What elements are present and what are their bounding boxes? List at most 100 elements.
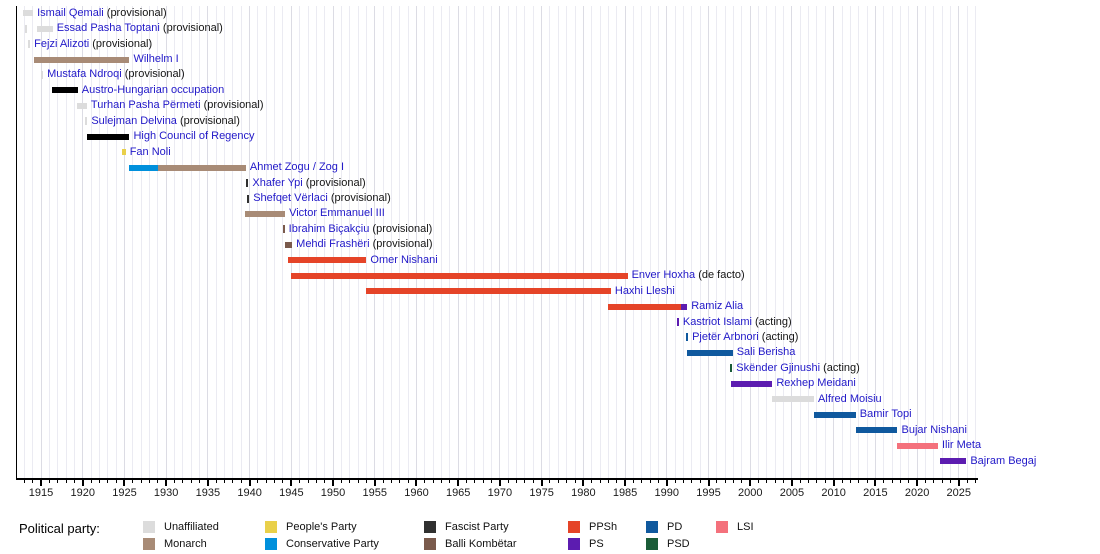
person-name-link[interactable]: Bajram Begaj [970, 454, 1037, 467]
minor-tick [390, 480, 392, 483]
year-gridline [766, 6, 768, 478]
legend-swatch [265, 521, 277, 533]
timeline-bar [77, 102, 87, 109]
row-label: Wilhelm I [133, 53, 178, 66]
person-name-link[interactable]: Haxhi Lleshi [614, 284, 675, 297]
person-name-link[interactable]: High Council of Regency [133, 130, 255, 143]
year-gridline [457, 6, 459, 478]
person-name-link[interactable]: Fan Noli [129, 145, 171, 158]
year-gridline [599, 6, 601, 478]
year-gridline [65, 6, 67, 478]
timeline-bar [28, 40, 31, 49]
timeline-bar [36, 25, 53, 32]
person-name-link[interactable]: Ismail Qemali [37, 6, 104, 19]
timeline-bar [245, 210, 286, 217]
person-name-link[interactable]: Xhafer Ypi [252, 176, 303, 189]
person-name-link[interactable]: Rexhep Meidani [776, 377, 856, 390]
minor-tick [265, 480, 267, 483]
x-axis-line [16, 478, 978, 480]
person-name-link[interactable]: Sali Berisha [736, 346, 796, 359]
person-name-link[interactable]: Victor Emmanuel III [289, 207, 385, 220]
minor-tick [674, 480, 676, 483]
minor-tick [808, 480, 810, 483]
axis-year-label: 1935 [195, 487, 221, 499]
person-name-link[interactable]: Pjetër Arbnori [692, 330, 759, 343]
person-name-link[interactable]: Ahmet Zogu / Zog I [249, 161, 345, 174]
person-name-link[interactable]: Enver Hoxha [631, 269, 696, 282]
person-name-link[interactable]: Ibrahim Biçakçiu [288, 222, 370, 235]
year-gridline [123, 6, 125, 478]
year-gridline [57, 6, 59, 478]
legend-entry-label: People's Party [286, 520, 357, 533]
year-gridline [974, 6, 976, 478]
year-gridline [524, 6, 526, 478]
year-gridline [282, 6, 284, 478]
minor-tick [399, 480, 401, 483]
row-label: Xhafer Ypi (provisional) [252, 177, 365, 190]
row-label: Mustafa Ndroqi (provisional) [47, 68, 185, 81]
year-gridline [482, 6, 484, 478]
person-name-link[interactable]: Turhan Pasha Përmeti [90, 99, 201, 112]
year-gridline [866, 6, 868, 478]
major-tick [165, 480, 168, 486]
major-tick [373, 480, 376, 486]
minor-tick [491, 480, 493, 483]
year-gridline [249, 6, 251, 478]
person-name-link[interactable]: Mustafa Ndroqi [47, 68, 122, 81]
person-name-link[interactable]: Ramiz Alia [691, 300, 744, 313]
year-gridline [499, 6, 501, 478]
person-name-link[interactable]: Essad Pasha Toptani [56, 22, 160, 35]
year-gridline [340, 6, 342, 478]
year-gridline [132, 6, 134, 478]
person-name-link[interactable]: Wilhelm I [133, 53, 179, 66]
minor-tick [941, 480, 943, 483]
person-name-link[interactable]: Fejzi Alizoti [34, 37, 90, 50]
person-name-link[interactable]: Alfred Moisiu [818, 392, 882, 405]
row-label: Sulejman Delvina (provisional) [91, 115, 240, 128]
row-label: Bajram Begaj [970, 455, 1036, 468]
year-gridline [949, 6, 951, 478]
legend-swatch [265, 538, 277, 550]
major-tick [123, 480, 126, 486]
qualifier-text: (acting) [751, 315, 792, 328]
qualifier-text: (provisional) [121, 68, 185, 81]
year-gridline [833, 6, 835, 478]
minor-tick [766, 480, 768, 483]
person-name-link[interactable]: Bujar Nishani [901, 423, 967, 436]
year-gridline [874, 6, 876, 478]
timeline-bar [814, 411, 856, 418]
person-name-link[interactable]: Omer Nishani [370, 253, 438, 266]
axis-year-label: 1920 [70, 487, 95, 499]
year-gridline [591, 6, 593, 478]
person-name-link[interactable]: Austro-Hungarian occupation [81, 83, 225, 96]
person-name-link[interactable]: Ilir Meta [941, 439, 982, 452]
axis-year-label: 1990 [654, 487, 680, 499]
major-tick [40, 480, 43, 486]
row-label: Mehdi Frashëri (provisional) [296, 238, 432, 251]
axis-year-label: 2005 [779, 487, 805, 499]
year-gridline [532, 6, 534, 478]
row-label: Skënder Gjinushi (acting) [736, 362, 860, 375]
major-tick [624, 480, 627, 486]
person-name-link[interactable]: Sulejman Delvina [91, 114, 177, 127]
person-name-link[interactable]: Skënder Gjinushi [736, 361, 821, 374]
person-name-link[interactable]: Bamir Topi [859, 408, 912, 421]
timeline-bar [157, 164, 246, 171]
person-name-link[interactable]: Mehdi Frashëri [296, 238, 370, 251]
timeline-bar [85, 117, 88, 126]
minor-tick [315, 480, 317, 483]
year-gridline [566, 6, 568, 478]
minor-tick [566, 480, 568, 483]
minor-tick [758, 480, 760, 483]
year-gridline [549, 6, 551, 478]
legend-swatch [646, 521, 658, 533]
person-name-link[interactable]: Kastriot Islami [682, 315, 752, 328]
minor-tick [441, 480, 443, 483]
axis-year-label: 1915 [28, 487, 54, 499]
minor-tick [799, 480, 801, 483]
qualifier-text: (acting) [758, 330, 799, 343]
person-name-link[interactable]: Shefqet Vërlaci [253, 192, 328, 204]
row-label: High Council of Regency [133, 130, 254, 143]
minor-tick [724, 480, 726, 483]
major-tick [498, 480, 501, 486]
